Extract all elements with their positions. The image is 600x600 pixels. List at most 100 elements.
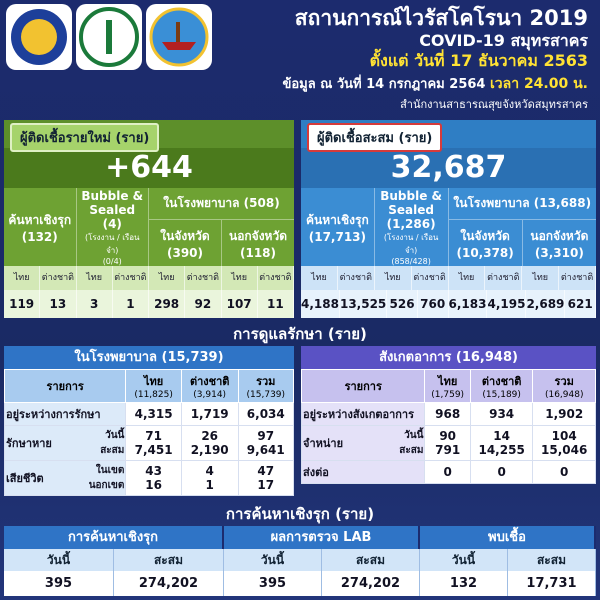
value: 1,719 xyxy=(190,407,229,421)
row-label: รักษาหาย วันนี้ สะสม xyxy=(3,425,127,461)
panel-title: ผู้ติดเชื้อสะสม (ราย) xyxy=(307,123,443,152)
header-text: รวม xyxy=(554,375,574,388)
label-wrap: เสียชีวิต ในเขต นอกเขต xyxy=(6,463,124,493)
value-row: 4,188 13,525 526 760 6,183 4,195 2,689 621 xyxy=(301,290,597,318)
value: 15,046 xyxy=(541,443,588,457)
value: 13,525 xyxy=(340,290,388,318)
header-row: รายการ ไทย (1,759) ต่างชาติ (15,189) รวม (16,9… xyxy=(300,369,596,403)
value: 968 xyxy=(435,407,461,421)
search-group: ผลการตรวจ LAB วันนี้ สะสม 395 274,202 xyxy=(224,526,420,596)
value: 26 xyxy=(201,429,219,443)
period-label: วันนี้ xyxy=(420,549,508,571)
count: (17,713) xyxy=(308,229,367,244)
value: 274,202 xyxy=(114,571,224,596)
label: จำหน่าย xyxy=(303,437,344,450)
cell: 71 7,451 xyxy=(125,425,182,461)
value: 2,689 xyxy=(526,290,566,318)
value-row: 395 274,202 xyxy=(4,571,224,596)
nationality-label: ต่างชาติ xyxy=(40,266,77,290)
office: สำนักงานสาธารณสุขจังหวัดสมุทรสาคร xyxy=(400,98,588,111)
sub-label: สะสม xyxy=(100,445,125,456)
group-title: การค้นหาเชิงรุก xyxy=(4,526,224,549)
row: อยู่ระหว่างสังเกตอาการ 968 934 1,902 xyxy=(300,402,596,426)
cell: 1,719 xyxy=(180,402,239,426)
value: 11 xyxy=(258,290,294,318)
cell: 1,902 xyxy=(532,402,596,426)
value: 47 xyxy=(257,464,275,478)
header-text: (15,189) xyxy=(482,390,521,400)
value: 395 xyxy=(224,571,322,596)
cell: 0 xyxy=(424,460,471,484)
column-header: รายการ xyxy=(300,369,426,403)
tab-wrap: ผู้ติดเชื้อสะสม (ราย) xyxy=(301,120,596,152)
sub-label: วันนี้ xyxy=(404,430,424,441)
row: ส่งต่อ 0 0 0 xyxy=(300,460,596,484)
value: 3 xyxy=(77,290,113,318)
header-text: ต่างชาติ xyxy=(481,375,522,388)
data-time: เวลา 24.00 น. xyxy=(489,76,588,92)
data-date: ข้อมูล ณ วันที่ 14 กรกฎาคม 2564 เวลา 24.… xyxy=(282,73,588,95)
section-title: การดูแลรักษา (ราย) xyxy=(233,325,367,343)
value: 395 xyxy=(4,571,114,596)
logo xyxy=(76,4,142,70)
value: 16 xyxy=(145,478,162,492)
column-header: รายการ xyxy=(3,369,127,403)
value: 92 xyxy=(185,290,222,318)
value: 1 xyxy=(113,290,149,318)
value: 17,731 xyxy=(508,571,596,596)
value: 1,902 xyxy=(545,407,584,421)
value: 71 xyxy=(145,429,162,443)
value: 0 xyxy=(497,465,506,479)
value: 6,034 xyxy=(246,407,285,421)
search-group: การค้นหาเชิงรุก วันนี้ สะสม 395 274,202 xyxy=(4,526,224,596)
nationality-row: ไทย ต่างชาติ ไทย ต่างชาติ ไทย ต่างชาติ ไทย ต่าง… xyxy=(4,266,294,290)
logo-emblem xyxy=(11,9,67,65)
header-text: (11,825) xyxy=(134,390,173,400)
sub-labels: วันนี้ สะสม xyxy=(100,428,124,458)
new-cases-panel: ผู้ติดเชื้อรายใหม่ (ราย) +644 ค้นหาเชิงรุก… xyxy=(4,120,294,318)
note: (0/4) xyxy=(102,256,122,266)
label: เสียชีวิต xyxy=(6,472,44,485)
value: 621 xyxy=(565,290,597,318)
value: 9,641 xyxy=(246,443,285,457)
column-header: รวม (15,739) xyxy=(237,369,295,403)
nationality-label: ไทย xyxy=(4,266,41,290)
nationality-label: ต่างชาติ xyxy=(485,266,523,290)
value: 934 xyxy=(489,407,515,421)
value: 1 xyxy=(205,478,214,492)
sub-label: ในเขต xyxy=(95,465,125,476)
value: 107 xyxy=(222,290,258,318)
cumulative-panel: ผู้ติดเชื้อสะสม (ราย) 32,687 ค้นหาเชิงรุก (… xyxy=(301,120,597,318)
label-row: วันนี้ สะสม xyxy=(420,549,596,571)
sub-labels: ในเขต นอกเขต xyxy=(89,463,125,493)
hospital-split: ในจังหวัด (390) นอกจังหวัด (118) xyxy=(149,220,294,266)
nationality-label: ไทย xyxy=(301,266,338,290)
header-text: (3,914) xyxy=(193,390,227,400)
header-text: ไทย xyxy=(438,375,458,388)
value-row: 119 13 3 1 298 92 107 11 xyxy=(4,290,294,318)
nationality-label: ต่างชาติ xyxy=(338,266,375,290)
value: 97 xyxy=(257,429,275,443)
out-province: นอกจังหวัด (3,310) xyxy=(530,228,589,260)
label-wrap: อยู่ระหว่างสังเกตอาการ xyxy=(303,405,423,423)
value: 4,315 xyxy=(134,407,173,421)
column-header: ต่างชาติ (15,189) xyxy=(469,369,534,403)
subtitle: COVID-19 สมุทรสาคร xyxy=(419,31,588,50)
in-province: ในจังหวัด (390) xyxy=(149,220,222,266)
nationality-label: ต่างชาติ xyxy=(185,266,222,290)
value: 2,190 xyxy=(190,443,229,457)
hospital-table: ในโรงพยาบาล (15,739) รายการ ไทย (11,825) ต่า… xyxy=(3,346,295,496)
row-label: อยู่ระหว่างการรักษา xyxy=(3,402,127,426)
nationality-label: ไทย xyxy=(149,266,186,290)
label-wrap: จำหน่าย วันนี้ สะสม xyxy=(303,428,423,458)
row-label: ส่งต่อ xyxy=(300,460,426,484)
label-wrap: ส่งต่อ xyxy=(303,463,423,481)
header-text: รายการ xyxy=(344,380,382,393)
nationality-label: ไทย xyxy=(522,266,560,290)
group-title: ผลการตรวจ LAB xyxy=(224,526,420,549)
nationality-row: ไทย ต่างชาติ ไทย ต่างชาติ ไทย ต่างชาติ ไทย ต่าง… xyxy=(301,266,596,290)
value: 43 xyxy=(145,464,162,478)
cell: 26 2,190 xyxy=(180,425,239,461)
section-title: การค้นหาเชิงรุก (ราย) xyxy=(225,505,375,523)
